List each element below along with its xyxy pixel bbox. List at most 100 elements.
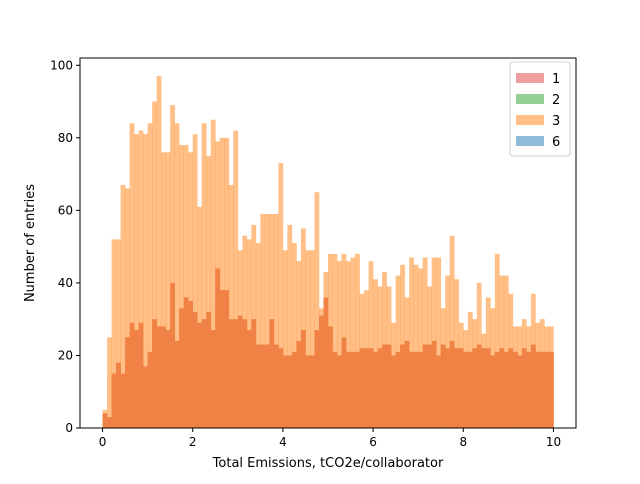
legend-label: 1 <box>552 72 560 87</box>
x-tick-label: 6 <box>369 435 377 449</box>
overlap-bar <box>179 308 185 428</box>
bar <box>192 134 198 429</box>
legend: 1 2 3 6 <box>509 61 571 157</box>
overlap-bar <box>539 351 545 428</box>
overlap-bar <box>422 344 428 428</box>
bar <box>305 250 311 428</box>
bar <box>170 105 175 428</box>
x-ticks: 0 2 4 6 8 10 <box>99 428 561 449</box>
overlap-bar <box>264 344 270 428</box>
overlap-bar <box>476 344 482 428</box>
overlap-bar <box>364 348 369 428</box>
overlap-bar <box>499 348 505 428</box>
overlap-bar <box>260 344 266 428</box>
overlap-bar <box>219 290 225 428</box>
bar <box>282 250 288 428</box>
overlap-bar <box>224 290 230 428</box>
bar <box>116 239 121 428</box>
overlap-bar <box>206 311 212 428</box>
bar <box>449 235 455 428</box>
overlap-bar <box>134 330 139 428</box>
overlap-bar <box>174 340 180 428</box>
overlap-bar <box>418 351 423 428</box>
x-tick-label: 4 <box>279 435 287 449</box>
overlap-bar <box>382 344 387 428</box>
bar <box>355 253 360 428</box>
overlap-bar <box>431 340 437 428</box>
overlap-bar <box>391 355 396 428</box>
overlap-bar <box>156 326 162 428</box>
overlap-bar <box>377 348 383 428</box>
bar <box>156 76 162 428</box>
overlap-bar <box>237 315 243 428</box>
overlap-bar <box>318 315 324 428</box>
bar <box>201 123 207 428</box>
bar <box>228 184 234 428</box>
bar <box>134 134 139 429</box>
overlap-bar <box>386 344 392 428</box>
bar <box>152 101 157 428</box>
x-tick-label: 8 <box>459 435 467 449</box>
overlap-bar <box>341 337 347 428</box>
bar <box>255 243 261 428</box>
overlap-bar <box>183 297 189 428</box>
overlap-bar <box>463 351 469 428</box>
overlap-bar <box>409 351 414 428</box>
y-tick-label: 80 <box>58 131 73 145</box>
bar <box>291 243 297 428</box>
overlap-bar <box>120 373 126 428</box>
bar <box>409 257 414 428</box>
bar <box>147 123 153 428</box>
overlap-bar <box>332 351 338 428</box>
bar <box>418 268 423 428</box>
overlap-bar <box>530 344 536 428</box>
overlap-bar <box>188 301 194 428</box>
overlap-bar <box>233 319 239 428</box>
bar <box>436 257 442 428</box>
overlap-bar <box>413 351 419 428</box>
y-ticks: 0 20 40 60 80 100 <box>50 58 80 435</box>
bar <box>337 261 342 428</box>
overlap-bar <box>458 348 464 428</box>
overlap-bar <box>161 326 166 428</box>
overlap-bar <box>328 326 333 428</box>
overlap-bar <box>503 351 509 428</box>
overlap-bar <box>111 373 117 428</box>
bar <box>165 152 171 428</box>
y-axis-label: Number of entries <box>23 184 38 302</box>
legend-box <box>509 61 571 157</box>
bars-layer <box>102 76 554 429</box>
overlap-bar <box>481 348 487 428</box>
overlap-bar <box>355 351 360 428</box>
overlap-bar <box>147 351 153 428</box>
overlap-bar <box>138 322 144 428</box>
y-tick-label: 20 <box>58 348 73 362</box>
overlap-bar <box>517 355 523 428</box>
overlap-bar <box>215 268 221 428</box>
overlap-bar <box>494 351 500 428</box>
bar <box>188 152 194 428</box>
overlap-bar <box>125 337 130 428</box>
overlap-bar <box>535 351 541 428</box>
bar <box>224 137 230 428</box>
overlap-bar <box>449 340 455 428</box>
plot-frame <box>79 57 577 429</box>
overlap-bar <box>368 348 374 428</box>
overlap-bar <box>467 351 473 428</box>
overlap-bar <box>278 348 284 428</box>
bar <box>179 145 185 428</box>
bar <box>210 119 216 429</box>
bar <box>273 213 279 428</box>
overlap-bar <box>192 311 198 428</box>
legend-label: 3 <box>552 114 560 129</box>
overlap-bar <box>287 355 293 428</box>
x-tick-label: 2 <box>189 435 197 449</box>
overlap-bar <box>291 351 297 428</box>
overlap-bar <box>314 330 320 428</box>
bar <box>111 239 117 428</box>
bar <box>494 253 500 428</box>
y-tick-label: 60 <box>58 203 73 217</box>
overlap-bar <box>143 366 148 428</box>
overlap-bar <box>201 319 207 428</box>
